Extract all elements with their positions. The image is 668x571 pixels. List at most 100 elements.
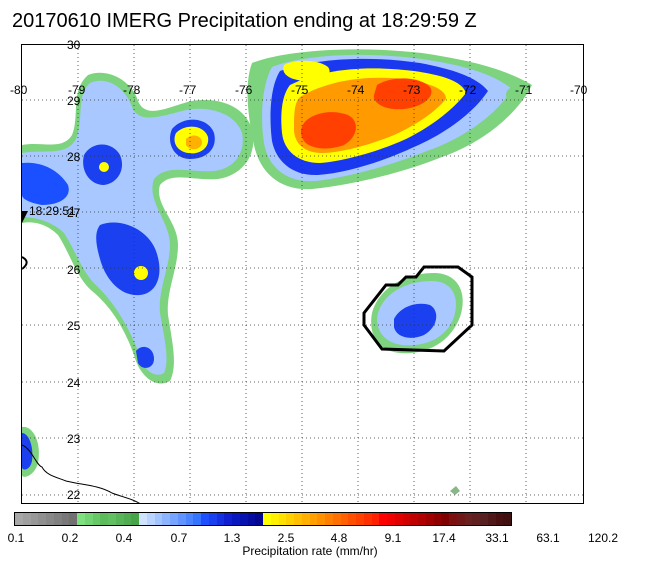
colorbar-segment [108, 513, 116, 525]
lat-label-23: 23 [67, 432, 81, 446]
colorbar-segment [449, 513, 457, 525]
colorbar-segment [139, 513, 147, 525]
swath-outline [362, 265, 474, 353]
colorbar-segment [418, 513, 426, 525]
lon-label-71: -71 [515, 83, 533, 97]
colorbar-segment [456, 513, 465, 525]
colorbar-segment [30, 513, 39, 525]
lat-label-29: 29 [67, 94, 81, 108]
colorbar-segment [61, 513, 70, 525]
colorbar-segment [495, 513, 504, 525]
colorbar-segment [301, 513, 310, 525]
colorbar-segment [208, 513, 217, 525]
colorbar-segment [356, 513, 364, 525]
colorbar-segment [224, 513, 232, 525]
colorbar-tick-63.1: 63.1 [536, 531, 560, 545]
colorbar-tick-4.8: 4.8 [330, 531, 348, 545]
lon-label-80: -80 [10, 83, 28, 97]
colorbar-segment [123, 513, 132, 525]
colorbar-segment [162, 513, 170, 525]
lon-label-76: -76 [235, 83, 253, 97]
colorbar-segment [402, 513, 411, 525]
colorbar-segment [387, 513, 395, 525]
colorbar-segment [363, 513, 372, 525]
colorbar-segment [309, 513, 318, 525]
colorbar-segment [480, 513, 488, 525]
colorbar-segment [340, 513, 349, 525]
colorbar-segment [464, 513, 473, 525]
satellite-time-label: 18:29:51 [29, 204, 76, 218]
colorbar-segment [286, 513, 294, 525]
map-canvas [22, 45, 583, 503]
precip-south-cell [22, 273, 463, 495]
lon-label-75: -75 [291, 83, 309, 97]
colorbar-segment [472, 513, 480, 525]
lon-label-79: -79 [68, 83, 86, 97]
colorbar-segment [115, 513, 124, 525]
colorbar-segment [177, 513, 186, 525]
colorbar-segment [325, 513, 333, 525]
colorbar-segment [348, 513, 356, 525]
colorbar-segment [371, 513, 380, 525]
colorbar-segment [46, 513, 54, 525]
colorbar-segment [278, 513, 287, 525]
precip-west-system [22, 72, 254, 384]
lon-label-74: -74 [347, 83, 365, 97]
colorbar-segment [15, 513, 23, 525]
lat-label-30: 30 [67, 38, 81, 52]
colorbar-segment [332, 513, 341, 525]
colorbar-segment [84, 513, 93, 525]
map-grid [22, 45, 583, 503]
lon-label-77: -77 [179, 83, 197, 97]
lat-label-24: 24 [67, 376, 81, 390]
colorbar-segment [146, 513, 155, 525]
colorbar-segment [185, 513, 194, 525]
colorbar-tick-17.4: 17.4 [432, 531, 456, 545]
colorbar-segment [394, 513, 403, 525]
colorbar-segment [69, 513, 77, 525]
colorbar-tick-0.7: 0.7 [170, 531, 188, 545]
colorbar-segment [22, 513, 31, 525]
colorbar-segment [53, 513, 62, 525]
lon-label-72: -72 [459, 83, 477, 97]
lat-label-27: 27 [67, 206, 81, 220]
colorbar-segment [77, 513, 85, 525]
lon-label-73: -73 [403, 83, 421, 97]
colorbar-tick-33.1: 33.1 [485, 531, 509, 545]
colorbar-segment [247, 513, 256, 525]
colorbar-segment [255, 513, 263, 525]
colorbar-segment [263, 513, 271, 525]
colorbar-segment [232, 513, 240, 525]
colorbar-segment [425, 513, 434, 525]
colorbar-segment [379, 513, 387, 525]
colorbar-segment [154, 513, 163, 525]
colorbar-segment [294, 513, 302, 525]
colorbar-segment [193, 513, 201, 525]
lat-label-28: 28 [67, 150, 81, 164]
lat-label-26: 26 [67, 263, 81, 277]
colorbar-segment [170, 513, 178, 525]
precipitation-map [21, 44, 584, 504]
colorbar-segment [201, 513, 209, 525]
colorbar-segment [131, 513, 139, 525]
colorbar-segment [100, 513, 108, 525]
lat-label-22: 22 [67, 488, 81, 502]
colorbar-segment [317, 513, 325, 525]
colorbar-segment [216, 513, 225, 525]
colorbar-tick-0.4: 0.4 [115, 531, 133, 545]
colorbar-segment [503, 513, 511, 525]
colorbar-segment [38, 513, 46, 525]
coastline [22, 444, 140, 503]
colorbar-segment [92, 513, 101, 525]
lon-label-70: -70 [570, 83, 588, 97]
colorbar [14, 512, 512, 526]
map-title: 20170610 IMERG Precipitation ending at 1… [12, 10, 477, 32]
lon-label-78: -78 [123, 83, 141, 97]
colorbar-segment [441, 513, 449, 525]
satellite-position-marker [22, 211, 28, 223]
colorbar-title: Precipitation rate (mm/hr) [242, 544, 378, 558]
colorbar-tick-0.2: 0.2 [61, 531, 79, 545]
lat-label-25: 25 [67, 319, 81, 333]
colorbar-tick-9.1: 9.1 [384, 531, 402, 545]
colorbar-segment [270, 513, 279, 525]
